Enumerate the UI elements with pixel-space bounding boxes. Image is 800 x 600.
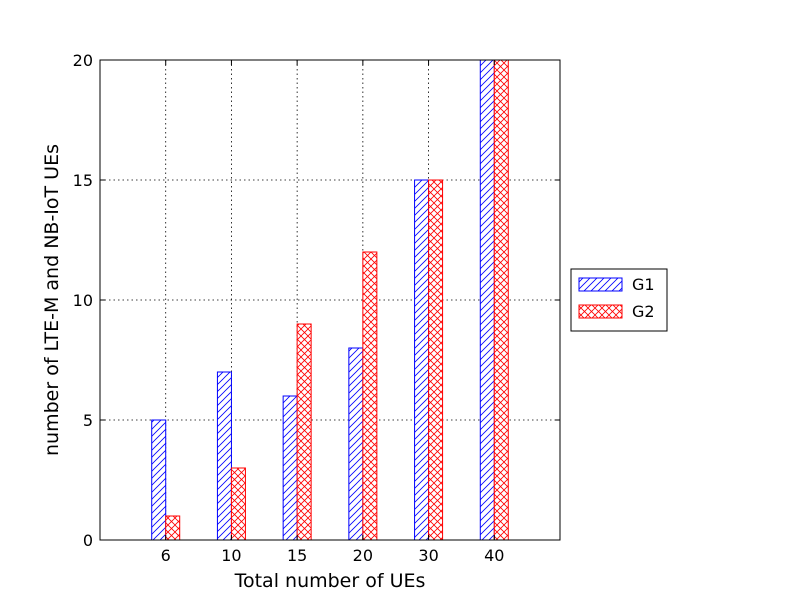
- bar-g1-15: [282, 395, 298, 541]
- bars: [151, 59, 509, 541]
- legend-label-g2: G2: [632, 302, 655, 321]
- bar-g2-20: [362, 251, 378, 541]
- legend-swatch-g1: [578, 277, 623, 292]
- bar-g1-40: [479, 59, 495, 541]
- bar-g1-10: [216, 371, 232, 541]
- legend-swatch-g2: [578, 304, 623, 319]
- y-axis-title: number of LTE-M and NB-IoT UEs: [41, 144, 63, 456]
- bar-g1-6: [151, 419, 167, 541]
- bar-g2-40: [493, 59, 509, 541]
- x-tick-label: 30: [418, 546, 438, 565]
- bar-g1-30: [414, 179, 430, 541]
- x-tick-label: 40: [484, 546, 504, 565]
- x-tick-label: 20: [353, 546, 373, 565]
- legend: G1 G2: [570, 268, 668, 332]
- bar-g1-20: [348, 347, 364, 541]
- x-tick-label: 10: [221, 546, 241, 565]
- axis-ticks: 6 10 15 20 30 40 0 5 10 15 20: [73, 51, 560, 565]
- bar-g2-15: [296, 323, 312, 541]
- y-tick-label: 15: [73, 171, 93, 190]
- x-tick-label: 6: [161, 546, 171, 565]
- x-axis-title: Total number of UEs: [234, 570, 426, 592]
- x-tick-label: 15: [287, 546, 307, 565]
- bar-g2-6: [165, 515, 181, 541]
- y-tick-label: 20: [73, 51, 93, 70]
- y-tick-label: 10: [73, 291, 93, 310]
- legend-label-g1: G1: [632, 275, 655, 294]
- y-tick-label: 0: [83, 531, 93, 550]
- bar-g2-10: [230, 467, 246, 541]
- y-tick-label: 5: [83, 411, 93, 430]
- bar-g2-30: [428, 179, 444, 541]
